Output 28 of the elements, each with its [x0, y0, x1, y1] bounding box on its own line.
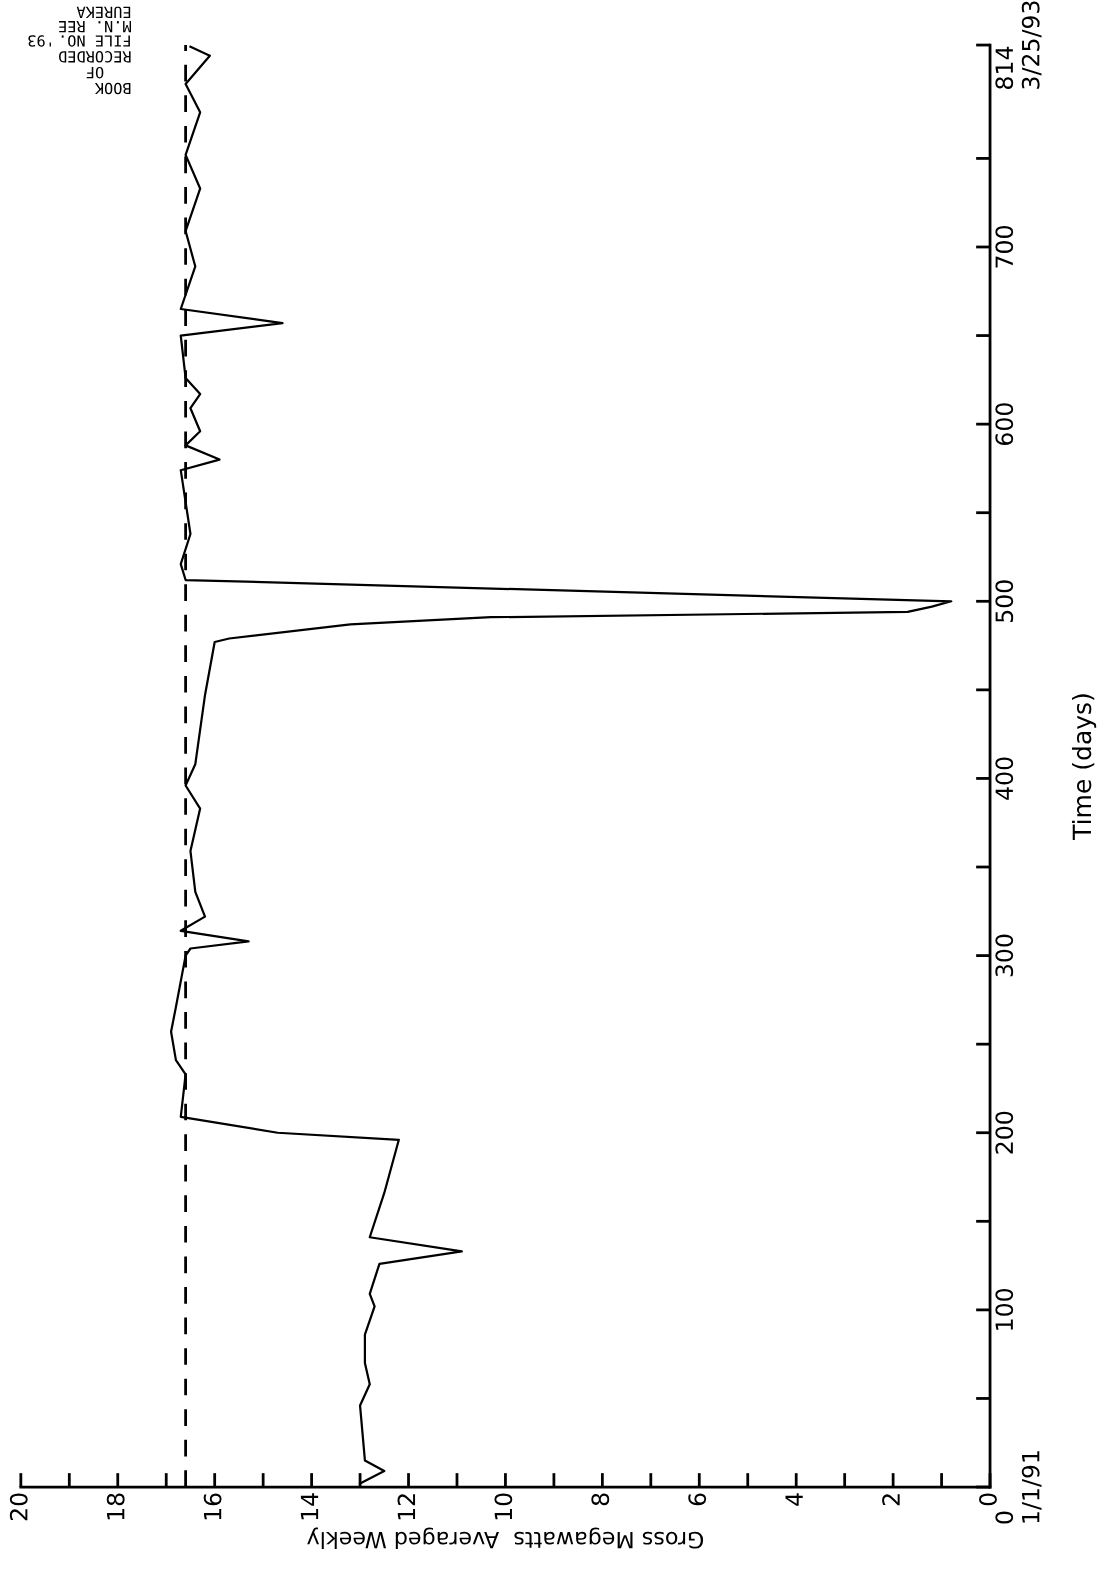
y-tick-label: 700: [995, 226, 1014, 268]
annotation: RECORDED: [59, 51, 131, 63]
text: M.N. REE: [59, 21, 131, 33]
x-tick-label: 10: [494, 1493, 513, 1520]
x-tick-label: 20: [9, 1493, 28, 1521]
x-tick-label: 0: [979, 1493, 997, 1506]
x-tick-label: 4: [785, 1493, 803, 1506]
y-tick-label: 600: [995, 403, 1014, 446]
x-tick-label: 2: [882, 1494, 900, 1506]
y-tick-label: 300: [995, 934, 1014, 977]
x-axis-title: Gross Megawatts Averaged Weekly: [307, 1527, 704, 1549]
x-tick-label: 18: [106, 1493, 125, 1520]
x-tick-label: 8: [591, 1493, 610, 1506]
annotation: FILE NO.: [61, 35, 130, 47]
y-tick-label: 400: [995, 757, 1014, 800]
y-tick-label: 500: [995, 580, 1014, 622]
y-tick-label: 100: [995, 1288, 1014, 1330]
y-tick-label: 814 3/25/93: [995, 1, 1042, 89]
annotation: '93: [28, 35, 51, 47]
text: EUREKA: [76, 6, 131, 18]
x-tick-label: 6: [688, 1493, 707, 1506]
y-axis-title: Time (days): [1071, 694, 1097, 840]
y-tick-label: 200: [995, 1111, 1014, 1154]
x-tick-label: 14: [300, 1493, 319, 1520]
x-tick-label: 12: [397, 1494, 416, 1520]
annotation: OF: [86, 66, 104, 79]
annotation: BOOK: [94, 82, 131, 95]
x-tick-label: 16: [203, 1493, 222, 1520]
